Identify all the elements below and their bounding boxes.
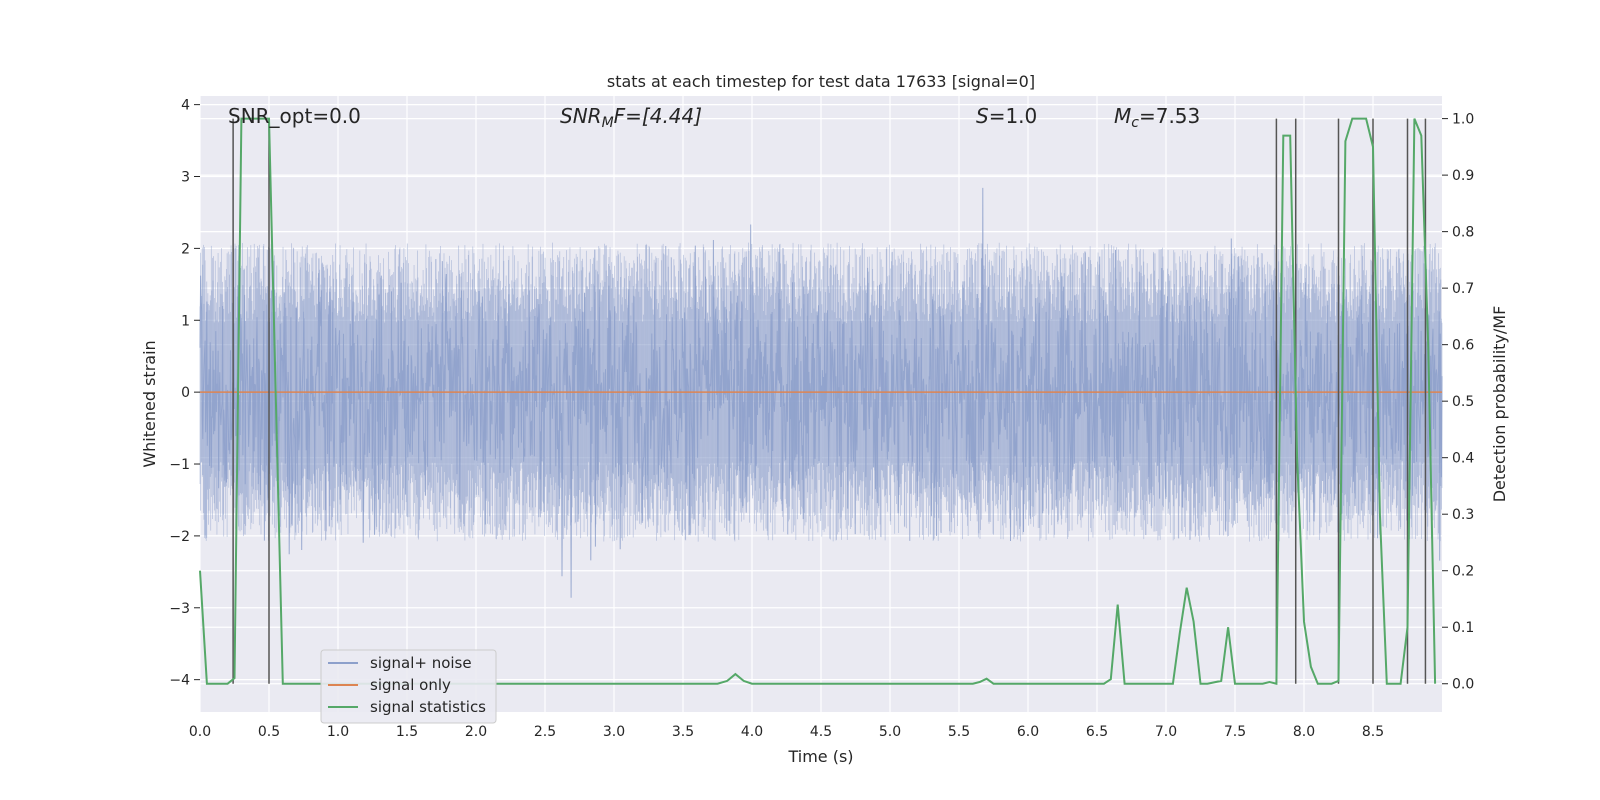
series-signal-statistics xyxy=(199,117,1437,685)
right-y-tick-label: 0.8 xyxy=(1452,225,1474,241)
right-y-tick-label: 0.1 xyxy=(1452,620,1474,636)
x-tick-label: 1.5 xyxy=(396,724,418,740)
legend: signal+ noise signal only signal statist… xyxy=(320,649,497,724)
annotation-s: S=1.0 xyxy=(976,104,1037,128)
annotation-s-main: S xyxy=(976,104,989,128)
x-tick-label: 2.5 xyxy=(534,724,556,740)
right-y-tick-label: 1.0 xyxy=(1452,112,1474,128)
legend-label-signal-only: signal only xyxy=(370,676,451,694)
x-axis-label: Time (s) xyxy=(787,747,853,766)
annotation-snr-mf-sub: M xyxy=(602,115,614,131)
x-tick-label: 5.0 xyxy=(879,724,901,740)
right-y-axis-ticks: 1.0 0.9 0.8 0.7 0.6 0.5 0.4 0.3 0.2 0.1 0.0 xyxy=(1442,112,1474,693)
right-y-tick-label: 0.4 xyxy=(1452,451,1474,467)
right-y-tick-label: 0.6 xyxy=(1452,338,1474,354)
y-tick-label: 0 xyxy=(181,385,190,401)
annotation-snr-opt: SNR_opt=0.0 xyxy=(228,104,361,128)
x-tick-label: 3.5 xyxy=(672,724,694,740)
x-tick-label: 8.5 xyxy=(1362,724,1384,740)
x-tick-label: 4.5 xyxy=(810,724,832,740)
x-axis-ticks: 0.0 0.5 1.0 1.5 2.0 2.5 3.0 3.5 4.0 4.5 5.0 5.5 6.0 6… xyxy=(189,724,1384,740)
chart-title: stats at each timestep for test data 176… xyxy=(607,72,1035,91)
x-tick-label: 2.0 xyxy=(465,724,487,740)
x-tick-label: 6.0 xyxy=(1017,724,1039,740)
annotation-snr-mf-rest: F=[4.44] xyxy=(614,104,702,128)
y-axis-label: Whitened strain xyxy=(140,340,159,467)
right-y-tick-label: 0.5 xyxy=(1452,394,1474,410)
annotation-mc: Mc=7.53 xyxy=(1114,104,1200,131)
annotation-mc-sub: c xyxy=(1131,115,1139,131)
right-y-tick-label: 0.0 xyxy=(1452,677,1474,693)
right-y-tick-label: 0.3 xyxy=(1452,507,1474,523)
x-tick-label: 0.5 xyxy=(258,724,280,740)
x-tick-label: 8.0 xyxy=(1293,724,1315,740)
series-signal-plus-noise xyxy=(199,187,1443,598)
y-tick-label: −1 xyxy=(169,457,190,473)
y-tick-label: −3 xyxy=(169,601,190,617)
annotation-mc-rest: =7.53 xyxy=(1139,104,1200,128)
x-tick-label: 1.0 xyxy=(327,724,349,740)
left-y-axis-ticks: 4 3 2 1 0 −1 −2 −3 −4 xyxy=(169,98,200,689)
x-tick-label: 0.0 xyxy=(189,724,211,740)
x-tick-label: 6.5 xyxy=(1086,724,1108,740)
annotation-s-rest: =1.0 xyxy=(989,104,1038,128)
right-y-tick-label: 0.2 xyxy=(1452,564,1474,580)
x-tick-label: 5.5 xyxy=(948,724,970,740)
legend-label-signal-statistics: signal statistics xyxy=(370,698,486,716)
right-y-tick-label: 0.7 xyxy=(1452,281,1474,297)
annotation-snr-mf-main: SNR xyxy=(560,104,602,128)
right-y-axis-label: Detection probability/MF xyxy=(1490,306,1509,503)
right-y-tick-label: 0.9 xyxy=(1452,168,1474,184)
x-tick-label: 7.5 xyxy=(1224,724,1246,740)
legend-box xyxy=(320,649,497,724)
x-tick-label: 7.0 xyxy=(1155,724,1177,740)
y-tick-label: 3 xyxy=(181,170,190,186)
y-tick-label: 1 xyxy=(181,313,190,329)
legend-label-signal-plus-noise: signal+ noise xyxy=(370,654,472,672)
y-tick-label: 4 xyxy=(181,98,190,114)
x-tick-label: 4.0 xyxy=(741,724,763,740)
annotation-snr-mf: SNRMF=[4.44] xyxy=(560,104,702,131)
x-tick-label: 3.0 xyxy=(603,724,625,740)
y-tick-label: −4 xyxy=(169,673,190,689)
y-tick-label: 2 xyxy=(181,241,190,257)
y-tick-label: −2 xyxy=(169,529,190,545)
annotation-mc-main: M xyxy=(1114,104,1131,128)
